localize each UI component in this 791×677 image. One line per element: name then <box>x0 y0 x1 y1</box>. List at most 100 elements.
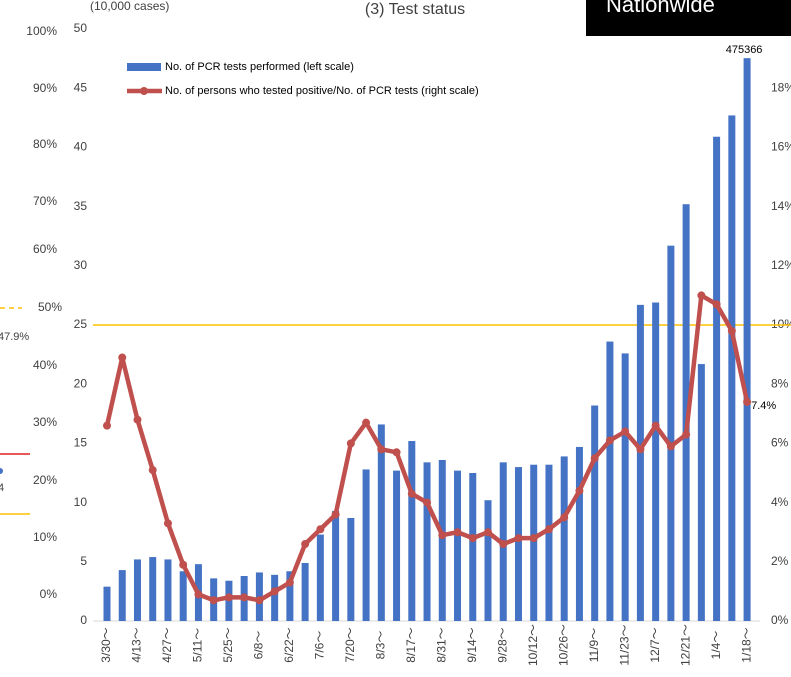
bar <box>652 302 660 621</box>
line-marker <box>743 397 752 406</box>
side-tick-label: 70% <box>33 194 57 208</box>
x-tick-label: 8/31～ <box>434 627 448 662</box>
line-marker <box>636 445 645 454</box>
x-tick-label: 4/27～ <box>160 627 174 662</box>
bar <box>454 470 462 621</box>
line-marker <box>392 448 401 457</box>
line-marker <box>621 427 630 436</box>
line-marker <box>453 528 462 537</box>
side-annotation: 47.9% <box>0 331 29 343</box>
bar <box>697 364 705 621</box>
line-marker <box>727 326 736 335</box>
line-marker <box>575 486 584 495</box>
line-marker <box>285 578 294 587</box>
bar <box>301 562 309 621</box>
x-tick-label: 11/9～ <box>587 628 601 662</box>
y-tick-label: 20 <box>74 376 88 390</box>
x-tick-label: 10/26～ <box>556 624 570 666</box>
y2-tick-label: 18% <box>771 80 791 94</box>
bar <box>484 500 492 621</box>
x-tick-label: 8/3～ <box>373 631 387 660</box>
x-tick-label: 9/14～ <box>465 627 479 662</box>
x-tick-label: 12/7～ <box>648 627 662 662</box>
badge-box <box>586 0 791 36</box>
bar <box>728 115 736 621</box>
bar <box>408 441 416 621</box>
side-tick-label: 20% <box>33 473 57 487</box>
line-marker <box>209 596 218 605</box>
line-marker <box>499 540 508 549</box>
bar <box>575 446 583 621</box>
bar <box>347 517 355 621</box>
line-marker <box>468 534 477 543</box>
bar <box>621 353 629 621</box>
legend-swatch <box>127 63 161 71</box>
x-tick-label: 8/17～ <box>404 627 418 662</box>
line-marker <box>560 513 569 522</box>
line-marker <box>697 291 706 300</box>
bar <box>743 58 751 622</box>
line-marker <box>529 534 538 543</box>
y2-tick-label: 8% <box>771 376 789 390</box>
line-marker <box>346 439 355 448</box>
bar <box>545 464 553 621</box>
y2-tick-label: 0% <box>771 613 789 627</box>
line-marker <box>133 415 142 424</box>
line-marker <box>194 590 203 599</box>
side-tick-label: 50% <box>38 300 62 314</box>
line-marker <box>514 534 523 543</box>
bar <box>667 245 675 621</box>
x-tick-label: 3/30～ <box>99 627 113 662</box>
line-marker <box>179 560 188 569</box>
x-tick-label: 12/21～ <box>678 624 692 666</box>
x-tick-label: 5/25～ <box>221 627 235 662</box>
bar <box>133 559 141 621</box>
side-panel: 47.9% 4 <box>0 307 30 515</box>
bar <box>316 534 324 621</box>
bar <box>530 464 538 621</box>
line-marker <box>484 528 492 537</box>
y2-tick-label: 4% <box>771 495 789 509</box>
x-tick-label: 4/13～ <box>130 627 144 662</box>
line-marker <box>682 430 691 439</box>
side-annotation: 4 <box>0 482 4 494</box>
line-value-label: 7.4% <box>751 400 776 412</box>
line-marker <box>362 418 371 427</box>
y-tick-label: 0 <box>80 613 87 627</box>
bar <box>149 557 157 621</box>
y-tick-label: 50 <box>74 21 88 35</box>
y-tick-label: 10 <box>74 495 88 509</box>
line-marker <box>316 525 325 534</box>
bar <box>713 136 721 621</box>
x-tick-label: 1/4～ <box>709 631 723 660</box>
y-tick-label: 5 <box>80 554 87 568</box>
line-marker <box>423 498 432 507</box>
legend-label: No. of PCR tests performed (left scale) <box>165 61 354 73</box>
line-marker <box>240 593 249 602</box>
bar <box>271 574 279 621</box>
y2-tick-label: 10% <box>771 317 791 331</box>
line-marker <box>666 442 675 451</box>
x-tick-label: 1/18～ <box>739 627 753 662</box>
side-tick-label: 40% <box>33 358 57 372</box>
bar-value-label: 475366 <box>726 44 763 56</box>
y-tick-label: 30 <box>74 258 88 272</box>
bar <box>469 473 477 621</box>
y2-tick-label: 14% <box>771 199 791 213</box>
side-tick-label: 80% <box>33 137 57 151</box>
line-marker <box>438 531 447 540</box>
side-tick-label: 30% <box>33 415 57 429</box>
line-marker <box>712 300 721 309</box>
line-marker <box>651 421 660 430</box>
line-marker <box>377 445 386 454</box>
y-axis-label: (10,000 cases) <box>90 0 169 13</box>
y-tick-label: 15 <box>74 436 88 450</box>
side-tick-label: 100% <box>26 24 57 38</box>
line-marker <box>163 519 172 528</box>
bar <box>118 570 126 621</box>
line-marker <box>103 421 111 430</box>
bar <box>286 571 294 621</box>
x-tick-label: 5/11～ <box>191 628 205 662</box>
bar <box>591 405 599 621</box>
